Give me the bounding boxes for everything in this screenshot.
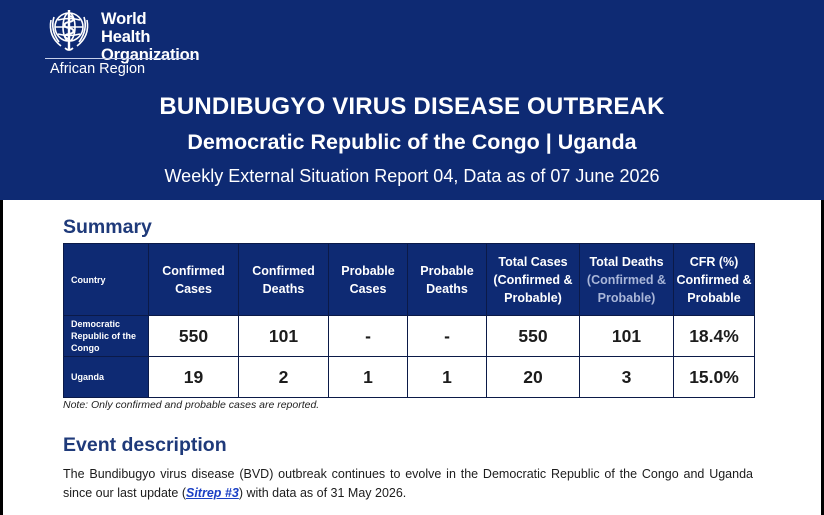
column-header-confirmed-deaths: Confirmed Deaths xyxy=(238,243,329,316)
column-header-total-cases: Total Cases (Confirmed & Probable) xyxy=(486,243,580,316)
event-description-text: The Bundibugyo virus disease (BVD) outbr… xyxy=(63,465,753,503)
cell-total-cases: 550 xyxy=(486,315,580,357)
cell-total-deaths: 101 xyxy=(579,315,674,357)
cell-cfr: 15.0% xyxy=(673,356,755,398)
cell-confirmed-cases: 19 xyxy=(148,356,239,398)
who-logo: World Health Organization xyxy=(45,6,200,64)
report-edition: Weekly External Situation Report 04, Dat… xyxy=(164,166,660,186)
table-row: Democratic Republic of the Congo 550 101… xyxy=(63,315,755,357)
cell-total-cases: 20 xyxy=(486,356,580,398)
region-label: African Region xyxy=(50,61,146,77)
cell-probable-cases: - xyxy=(328,315,408,357)
cell-confirmed-deaths: 2 xyxy=(238,356,329,398)
cell-cfr: 18.4% xyxy=(673,315,755,357)
report-subtitle: Democratic Republic of the Congo | Ugand… xyxy=(187,130,637,154)
sitrep-link[interactable]: Sitrep #3 xyxy=(186,486,239,500)
report-title: BUNDIBUGYO VIRUS DISEASE OUTBREAK xyxy=(159,93,665,120)
cell-total-deaths: 3 xyxy=(579,356,674,398)
summary-table: Country Confirmed Cases Confirmed Deaths… xyxy=(63,243,755,398)
cell-confirmed-deaths: 101 xyxy=(238,315,329,357)
report-header: World Health Organization African Region… xyxy=(0,0,824,200)
column-header-probable-deaths: Probable Deaths xyxy=(407,243,487,316)
row-country: Democratic Republic of the Congo xyxy=(63,315,149,357)
cell-probable-deaths: 1 xyxy=(407,356,487,398)
column-header-confirmed-cases: Confirmed Cases xyxy=(148,243,239,316)
logo-divider xyxy=(45,58,195,59)
event-description-heading: Event description xyxy=(63,434,227,456)
page-edge-right xyxy=(821,0,824,515)
org-name-line1: World Health xyxy=(101,10,151,46)
row-country: Uganda xyxy=(63,356,149,398)
cell-probable-cases: 1 xyxy=(328,356,408,398)
who-emblem-icon xyxy=(49,10,89,51)
who-logo-text: World Health Organization xyxy=(101,10,200,64)
column-header-total-deaths: Total Deaths (Confirmed & Probable) xyxy=(579,243,674,316)
table-note: Note: Only confirmed and probable cases … xyxy=(63,399,320,411)
cell-probable-deaths: - xyxy=(407,315,487,357)
table-row: Uganda 19 2 1 1 20 3 15.0% xyxy=(63,356,755,398)
column-header-probable-cases: Probable Cases xyxy=(328,243,408,316)
event-text-end: ) with data as of 31 May 2026. xyxy=(238,486,407,500)
org-name-line2: Organization xyxy=(101,46,200,64)
summary-heading: Summary xyxy=(63,216,152,238)
total-deaths-label: Total Deaths xyxy=(589,254,664,269)
title-block: BUNDIBUGYO VIRUS DISEASE OUTBREAK Democr… xyxy=(0,92,824,190)
cell-confirmed-cases: 550 xyxy=(148,315,239,357)
column-header-country: Country xyxy=(63,243,149,316)
event-text-start: The Bundibugyo virus disease (BVD) outbr… xyxy=(63,467,753,500)
total-deaths-qualifier: (Confirmed & Probable) xyxy=(586,272,667,305)
column-header-cfr: CFR (%) Confirmed & Probable xyxy=(673,243,755,316)
page-edge-left xyxy=(0,0,3,515)
